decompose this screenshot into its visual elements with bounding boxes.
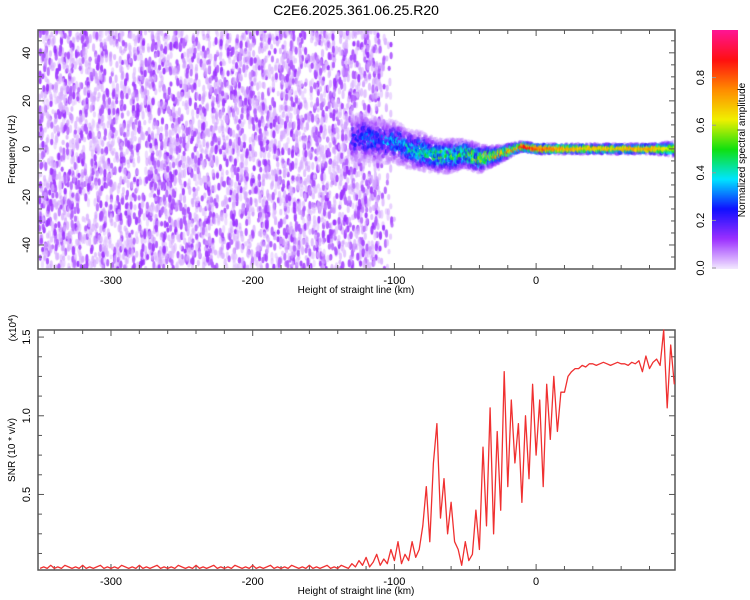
multiplier-base: (x10 <box>8 321 19 341</box>
spec-y-tick-label: 20 <box>21 95 33 107</box>
snr-y-tick-label: 1.5 <box>21 329 33 344</box>
spec-plot-frame <box>37 29 676 270</box>
spec-y-tick-label: 40 <box>21 47 33 59</box>
spec-y-tick-label: 0 <box>21 146 33 152</box>
spec-y-axis-label: Frequency (Hz) <box>7 115 18 184</box>
y-multiplier-label: (x104) <box>8 315 20 342</box>
snr-x-axis-label: Height of straight line (km) <box>298 586 415 597</box>
snr-x-tick-label: -100 <box>383 576 405 588</box>
spec-x-tick-label: -100 <box>383 275 405 287</box>
snr-x-tick-label: -200 <box>242 576 264 588</box>
spectrogram-heatmap <box>38 30 675 269</box>
snr-x-tick-label: 0 <box>533 576 539 588</box>
spec-x-tick-label: -300 <box>100 275 122 287</box>
spec-y-tick-label: -40 <box>21 237 33 253</box>
snr-y-axis-label: SNR (10 * v/v) <box>7 418 18 482</box>
colorbar-tick-label: 0.2 <box>695 213 707 228</box>
snr-axes: -300 -200 -100 0 Height of straight line (km… <box>7 315 676 597</box>
snr-y-tick-label: 0.5 <box>21 487 33 502</box>
colorbar-axes: 0.0 0.2 0.4 0.6 0.8 Normalized spectral ampli… <box>695 70 748 276</box>
multiplier-exponent: 4 <box>8 318 15 322</box>
colorbar-tick-label: 0.0 <box>695 260 707 275</box>
colorbar-tick-label: 0.8 <box>695 70 707 85</box>
snr-y-tick-label: 1.0 <box>21 408 33 423</box>
spec-x-tick-label: 0 <box>533 275 539 287</box>
snr-x-tick-label: -300 <box>100 576 122 588</box>
colorbar-tick-label: 0.6 <box>695 118 707 133</box>
figure-title: C2E6.2025.361.06.25.R20 <box>273 2 439 18</box>
snr-line <box>39 329 675 570</box>
colorbar-label: Normalized spectral amplitude <box>737 82 748 217</box>
snr-plot-frame <box>37 329 676 571</box>
spec-y-tick-label: -20 <box>21 189 33 205</box>
multiplier-close: ) <box>8 315 19 318</box>
colorbar-tick-label: 0.4 <box>695 165 707 180</box>
colorbar <box>712 30 738 269</box>
spec-x-axis-label: Height of straight line (km) <box>298 285 415 296</box>
spec-x-tick-label: -200 <box>242 275 264 287</box>
